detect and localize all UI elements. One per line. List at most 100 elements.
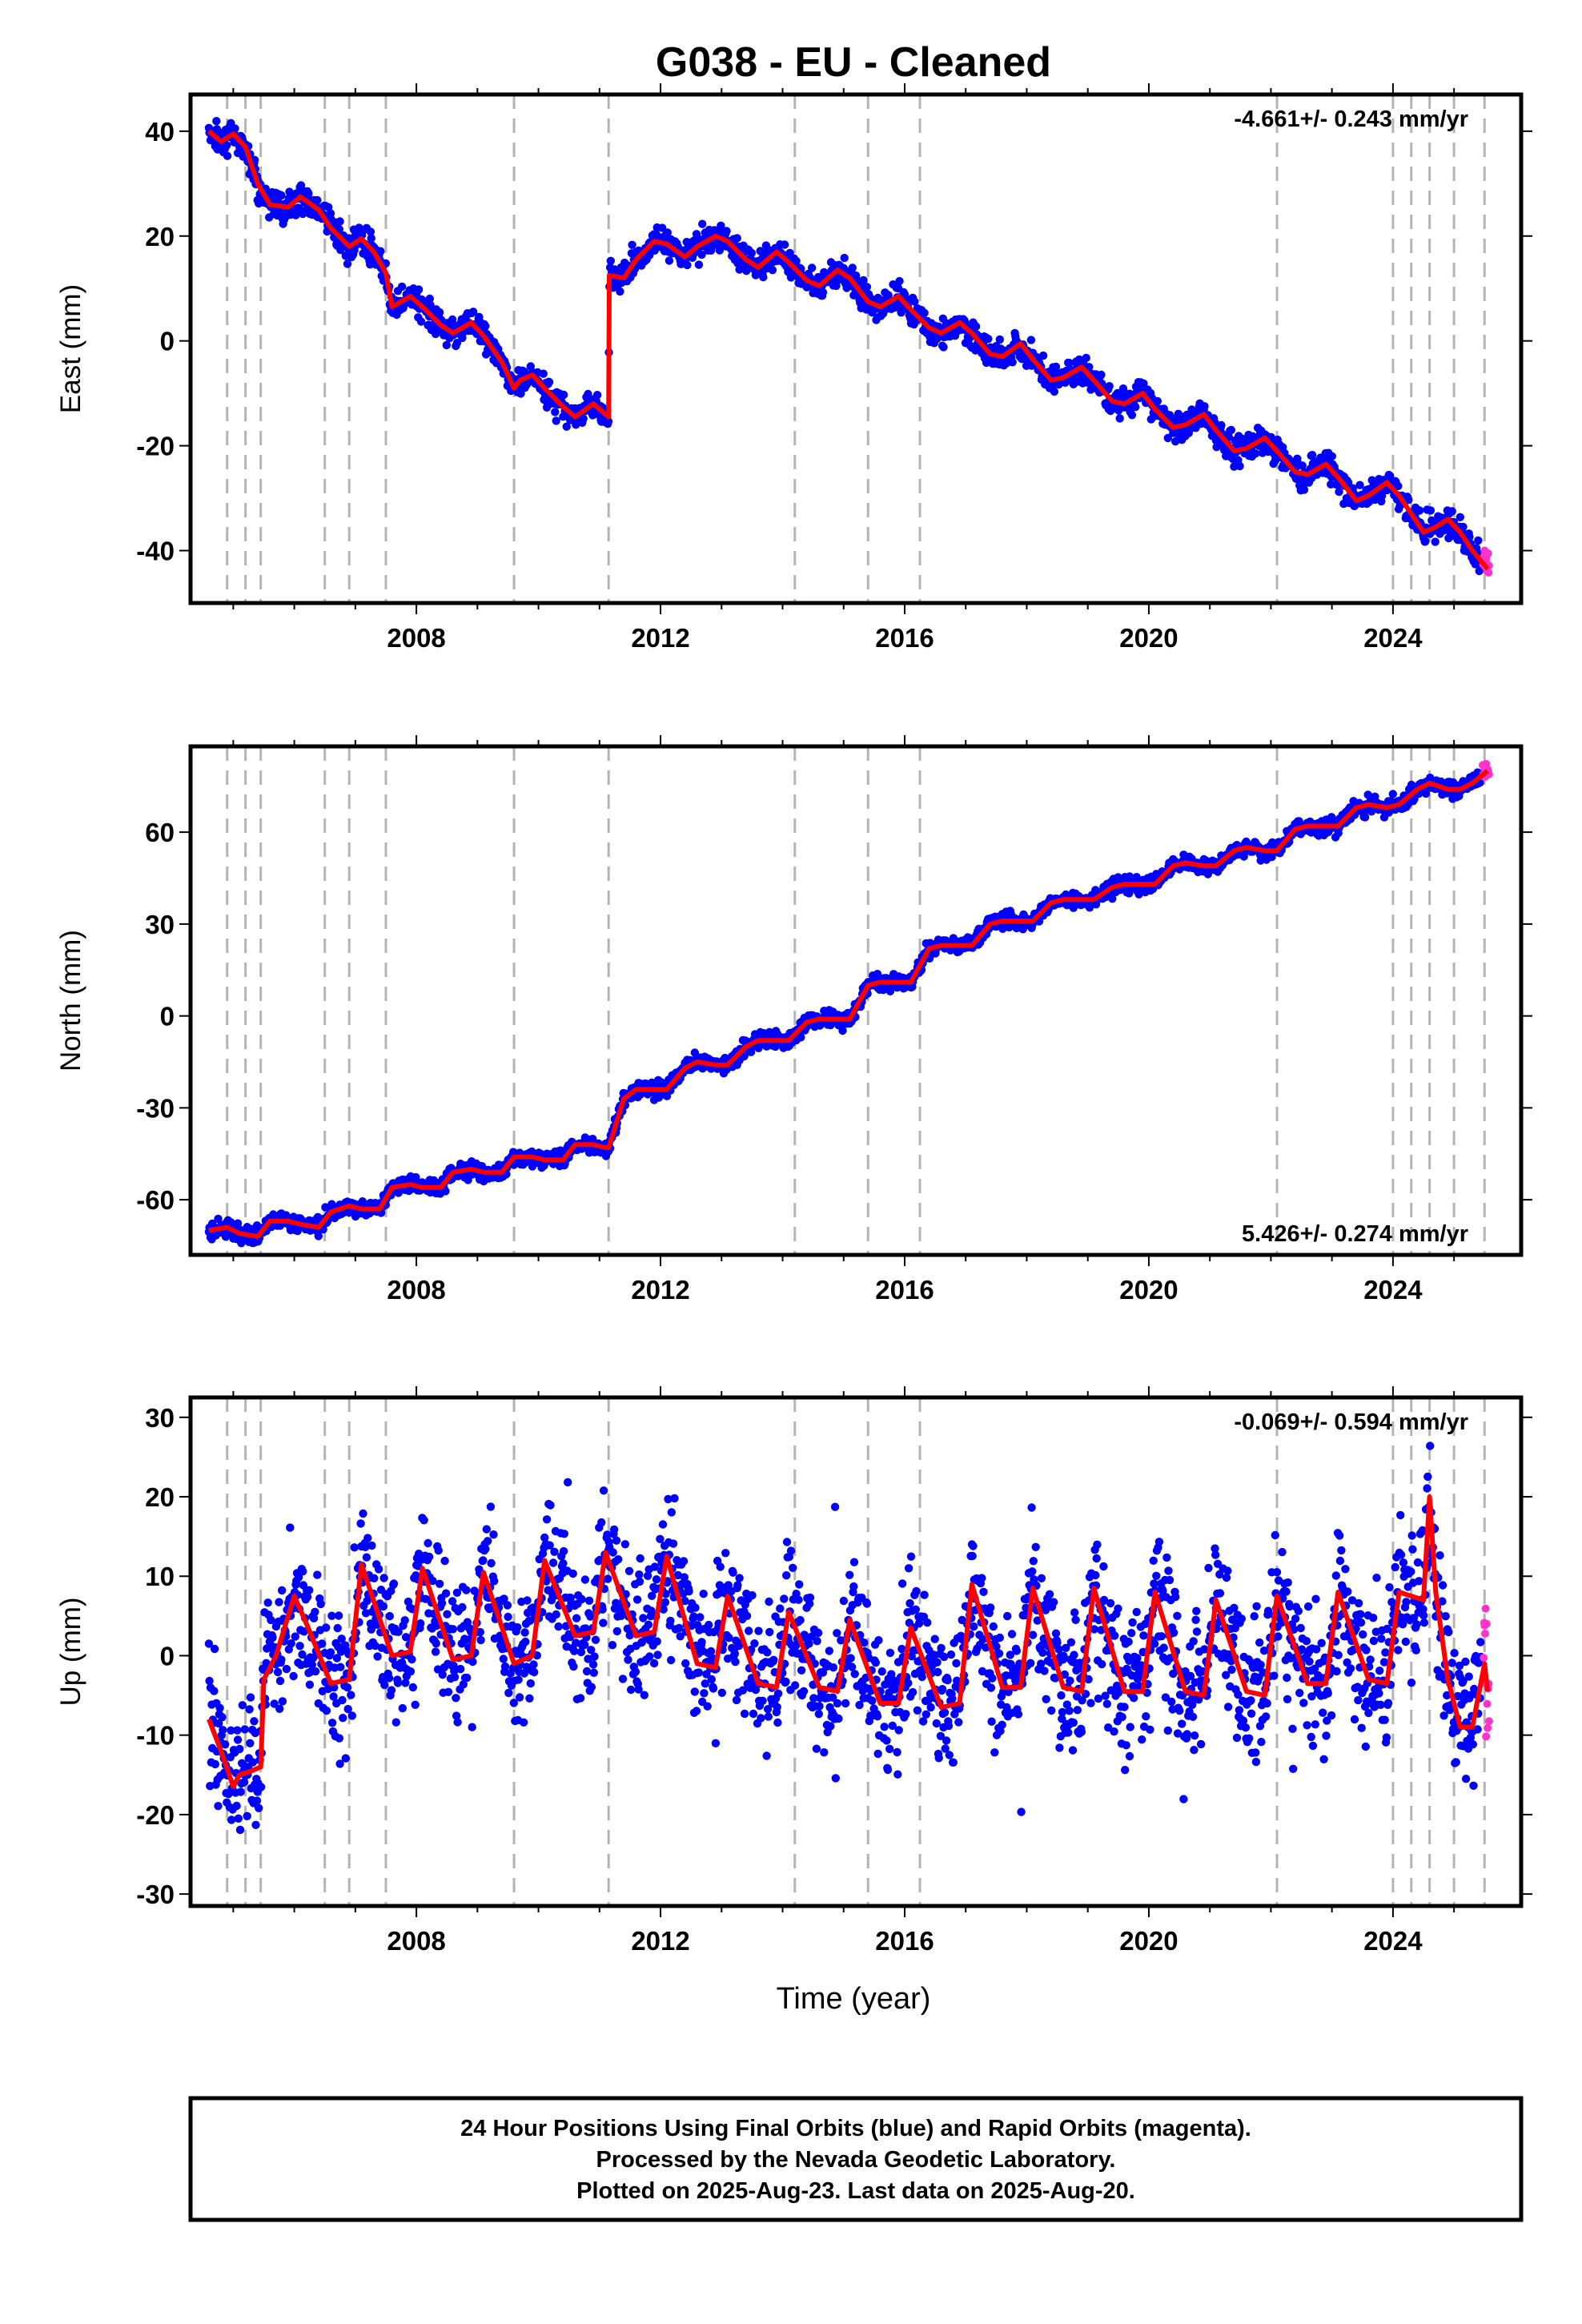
y-tick-label: 30 <box>145 910 175 939</box>
data-point <box>1299 485 1309 494</box>
data-point <box>394 1627 403 1636</box>
data-point <box>393 1679 403 1687</box>
data-point <box>252 1796 262 1805</box>
data-point <box>291 211 300 219</box>
data-point <box>1235 461 1244 471</box>
data-point <box>1415 506 1424 515</box>
data-point <box>376 247 385 255</box>
data-point <box>452 339 462 348</box>
data-point <box>1200 402 1209 411</box>
data-point <box>236 1787 245 1796</box>
data-point <box>227 1726 235 1735</box>
data-point <box>277 1586 287 1595</box>
data-point <box>426 300 435 309</box>
data-point <box>367 1625 375 1634</box>
data-point <box>420 1516 428 1525</box>
data-point <box>424 1552 434 1562</box>
data-point <box>232 1801 241 1811</box>
data-point <box>1394 481 1403 491</box>
x-tick-label: 2016 <box>875 1275 934 1305</box>
data-point <box>248 1758 258 1767</box>
data-point <box>214 1214 223 1224</box>
data-point <box>311 1607 319 1617</box>
y-tick-label: -60 <box>136 1185 175 1215</box>
data-point <box>233 1726 242 1735</box>
data-point <box>481 322 490 331</box>
data-point <box>367 234 375 243</box>
data-point <box>214 1802 223 1811</box>
data-point <box>1026 336 1036 344</box>
data-point <box>895 276 904 286</box>
data-point <box>468 308 478 316</box>
data-point <box>256 1783 266 1791</box>
data-point <box>1139 379 1148 388</box>
data-point <box>920 308 929 317</box>
figure-title: G038 - EU - Cleaned <box>656 39 1051 86</box>
data-point <box>606 256 615 265</box>
data-point <box>326 209 335 218</box>
data-point <box>235 1744 244 1754</box>
data-point <box>551 408 560 416</box>
data-point <box>1065 359 1074 368</box>
data-point <box>238 1701 247 1710</box>
data-point <box>604 417 613 426</box>
data-point <box>275 1676 285 1686</box>
data-point <box>1327 452 1337 460</box>
data-point <box>848 263 857 272</box>
data-point <box>995 335 1005 344</box>
data-point <box>223 151 232 160</box>
data-point <box>910 297 919 306</box>
data-point <box>218 1713 227 1722</box>
data-point <box>971 322 981 331</box>
data-point <box>398 1703 407 1713</box>
rate-label: -4.661+/- 0.243 mm/yr <box>1234 107 1468 132</box>
data-point <box>335 217 344 226</box>
data-point <box>343 259 352 268</box>
data-point <box>332 1654 342 1663</box>
data-point <box>314 1232 323 1240</box>
x-tick-label: 2008 <box>387 623 445 653</box>
data-point <box>428 1576 437 1586</box>
data-point <box>322 1706 331 1715</box>
data-point <box>338 1695 347 1705</box>
data-point <box>559 390 568 400</box>
data-point <box>233 1735 243 1744</box>
y-tick-label: 0 <box>160 1002 175 1031</box>
data-point <box>366 260 375 269</box>
data-point <box>275 1598 283 1606</box>
data-point <box>299 1567 307 1576</box>
data-point <box>239 1778 249 1787</box>
data-point <box>298 1650 307 1659</box>
data-point <box>350 1543 359 1552</box>
data-point <box>223 141 231 150</box>
data-point <box>552 416 560 425</box>
data-point <box>733 234 741 243</box>
data-point <box>698 219 707 228</box>
data-point <box>387 1686 396 1695</box>
data-point <box>1335 487 1343 497</box>
data-point <box>374 1565 383 1574</box>
data-point <box>278 1697 287 1706</box>
x-tick-label: 2020 <box>1119 623 1178 653</box>
data-point <box>389 1579 399 1588</box>
final-orbit-points <box>204 117 1486 576</box>
data-point <box>371 1641 379 1651</box>
data-point <box>391 1718 400 1727</box>
data-point <box>305 1680 315 1689</box>
data-point <box>227 1815 236 1824</box>
data-point <box>291 1632 299 1641</box>
data-point <box>268 1633 277 1642</box>
data-point <box>1008 358 1017 367</box>
data-point <box>204 1639 214 1648</box>
data-point <box>1431 537 1439 546</box>
data-point <box>616 287 624 296</box>
data-point <box>350 246 359 255</box>
data-point <box>408 1683 417 1692</box>
data-point <box>231 124 239 133</box>
data-point <box>747 248 756 258</box>
data-point <box>379 1574 388 1582</box>
data-point <box>299 1627 308 1636</box>
data-point <box>245 1705 254 1714</box>
